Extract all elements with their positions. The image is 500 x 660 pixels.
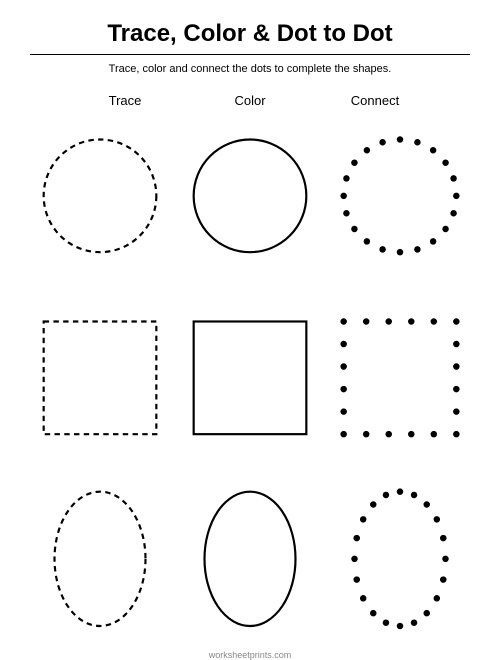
cell-circle-trace (35, 120, 165, 272)
footer-credit: worksheetprints.com (30, 650, 470, 660)
cell-oval-color (185, 483, 315, 635)
cell-oval-trace (35, 483, 165, 635)
col-header-trace: Trace (65, 93, 185, 108)
page-subtitle: Trace, color and connect the dots to com… (30, 63, 470, 75)
col-header-connect: Connect (315, 93, 435, 108)
cell-square-trace (35, 302, 165, 454)
column-headers: Trace Color Connect (30, 93, 470, 108)
cell-square-connect (335, 302, 465, 454)
col-header-color: Color (190, 93, 310, 108)
cell-circle-color (185, 120, 315, 272)
shapes-grid (30, 120, 470, 635)
cell-oval-connect (335, 483, 465, 635)
cell-square-color (185, 302, 315, 454)
worksheet-page: Trace, Color & Dot to Dot Trace, color a… (0, 0, 500, 647)
cell-circle-connect (335, 120, 465, 272)
title-divider (30, 54, 470, 55)
page-title: Trace, Color & Dot to Dot (30, 20, 470, 48)
